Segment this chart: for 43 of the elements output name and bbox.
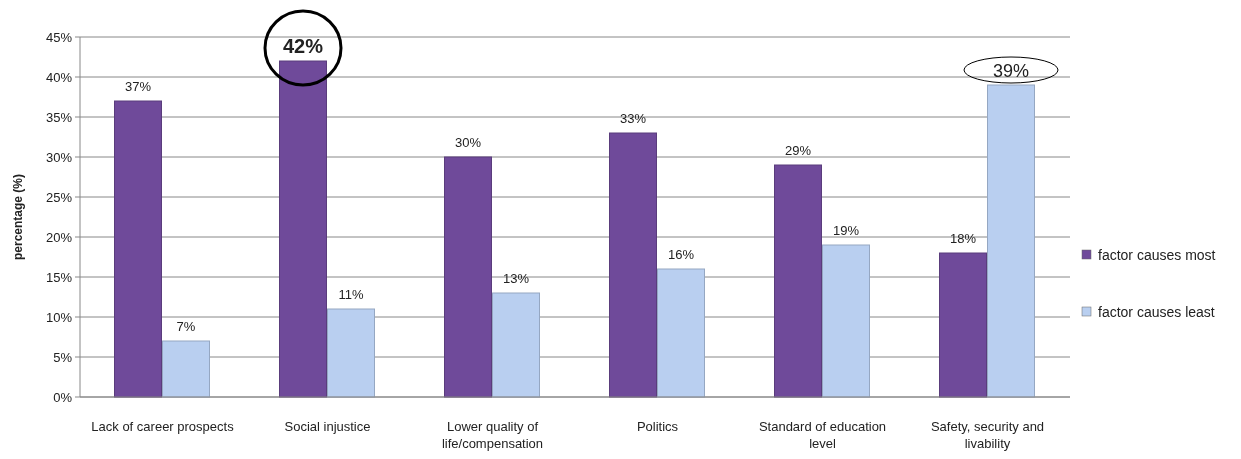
y-tick-label: 5%: [53, 349, 73, 365]
y-tick-label: 45%: [45, 29, 73, 45]
x-tick-label: Lack of career prospects: [91, 419, 235, 434]
bar: [987, 84, 1035, 398]
legend-label: factor causes least: [1098, 303, 1215, 320]
data-label: 11%: [338, 287, 364, 302]
bar: [822, 244, 870, 398]
bar: [609, 132, 657, 398]
x-tick-label: Lower quality of life/compensation: [441, 419, 544, 451]
y-tick-label: 40%: [45, 69, 73, 85]
bar: [162, 340, 210, 398]
x-tick-label: Standard of education level: [758, 419, 887, 451]
data-label: 30%: [454, 135, 482, 150]
x-tick-label: Safety, security and livability: [930, 419, 1045, 451]
y-tick-label: 15%: [45, 269, 73, 285]
y-tick-label: 35%: [45, 109, 73, 125]
bar: [939, 252, 987, 398]
y-tick-label: 25%: [45, 189, 73, 205]
data-label: 13%: [502, 271, 530, 286]
data-label: 42%: [282, 35, 324, 57]
x-tick-label: Politics: [636, 419, 679, 434]
data-label: 19%: [832, 223, 860, 238]
bar: [444, 156, 492, 398]
y-tick-label: 10%: [45, 309, 73, 325]
bar: [774, 164, 822, 398]
bar: [114, 100, 162, 398]
bar: [279, 60, 327, 398]
legend-label: factor causes most: [1098, 246, 1216, 263]
data-label: 37%: [124, 79, 152, 94]
bar: [492, 292, 540, 398]
data-label: 29%: [784, 143, 812, 158]
data-label: 33%: [619, 111, 647, 126]
y-tick-label: 30%: [45, 149, 73, 165]
data-label: 39%: [992, 61, 1030, 81]
y-tick-label: 0%: [53, 389, 73, 405]
x-tick-label: Social injustice: [284, 419, 371, 434]
bar: [657, 268, 705, 398]
y-tick-label: 20%: [45, 229, 73, 245]
bar: [327, 308, 375, 398]
data-label: 7%: [176, 319, 196, 334]
data-label: 18%: [949, 231, 977, 246]
data-label: 16%: [667, 247, 695, 262]
y-axis-title: percentage (%): [11, 173, 25, 261]
